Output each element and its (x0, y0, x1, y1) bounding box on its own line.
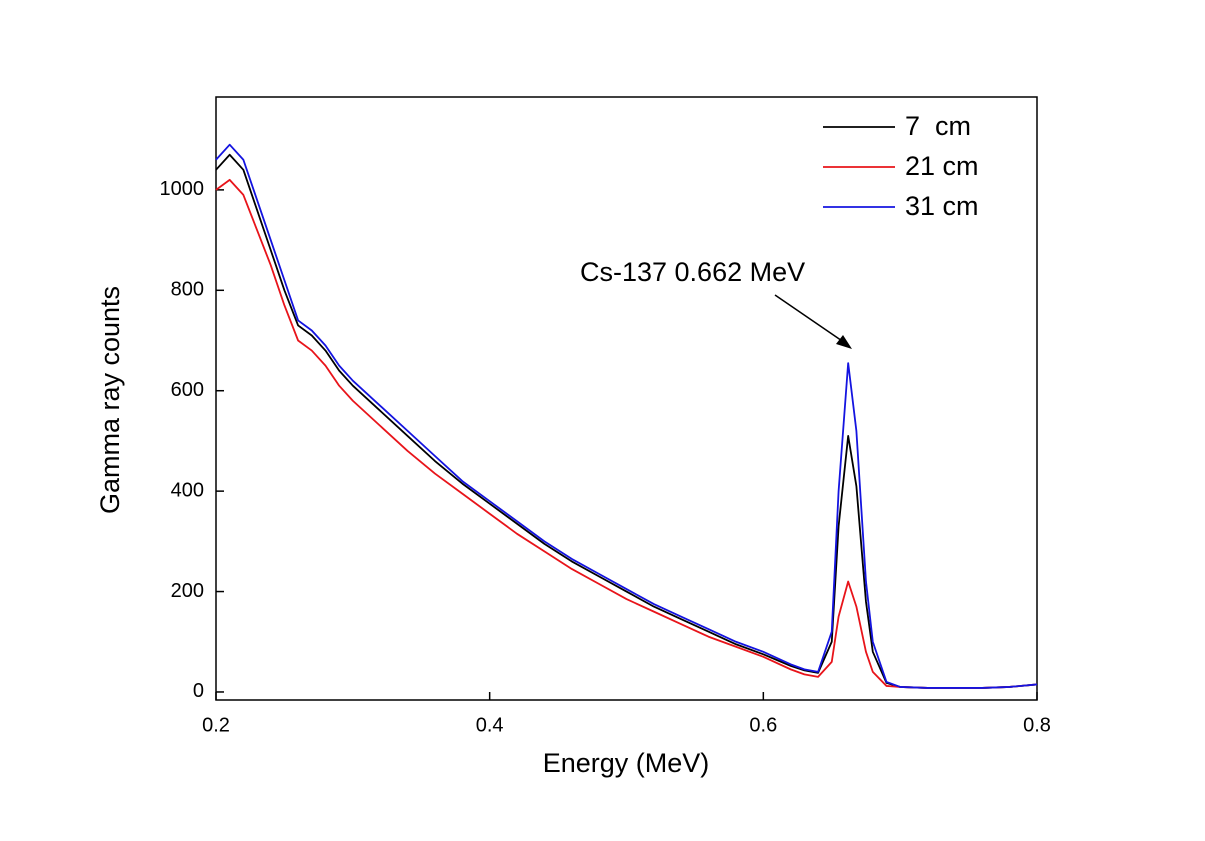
annotation-arrow (774, 294, 849, 346)
legend-label: 21 cm (905, 151, 979, 181)
y-tick-label: 400 (171, 479, 204, 501)
x-tick-label: 0.8 (1023, 714, 1051, 736)
annotation: Cs-137 0.662 MeV (580, 257, 805, 287)
series-line (215, 153, 1038, 689)
y-axis-title: Gamma ray counts (95, 286, 125, 514)
y-tick-label: 200 (171, 580, 204, 602)
x-tick-label: 0.4 (476, 714, 504, 736)
x-tick-label: 0.6 (749, 714, 777, 736)
x-tick-label: 0.2 (202, 714, 230, 736)
series-line (215, 143, 1038, 689)
legend-label: 7 cm (905, 111, 971, 141)
y-tick-label: 600 (171, 379, 204, 401)
x-axis-title: Energy (MeV) (543, 748, 710, 778)
y-tick-label: 800 (171, 279, 204, 301)
arrow-head (836, 335, 852, 349)
y-tick-label: 1000 (160, 178, 205, 200)
plot-frame (215, 96, 1038, 701)
series-line (215, 178, 1038, 689)
y-tick-label: 0 (193, 680, 204, 702)
legend-label: 31 cm (905, 191, 979, 221)
